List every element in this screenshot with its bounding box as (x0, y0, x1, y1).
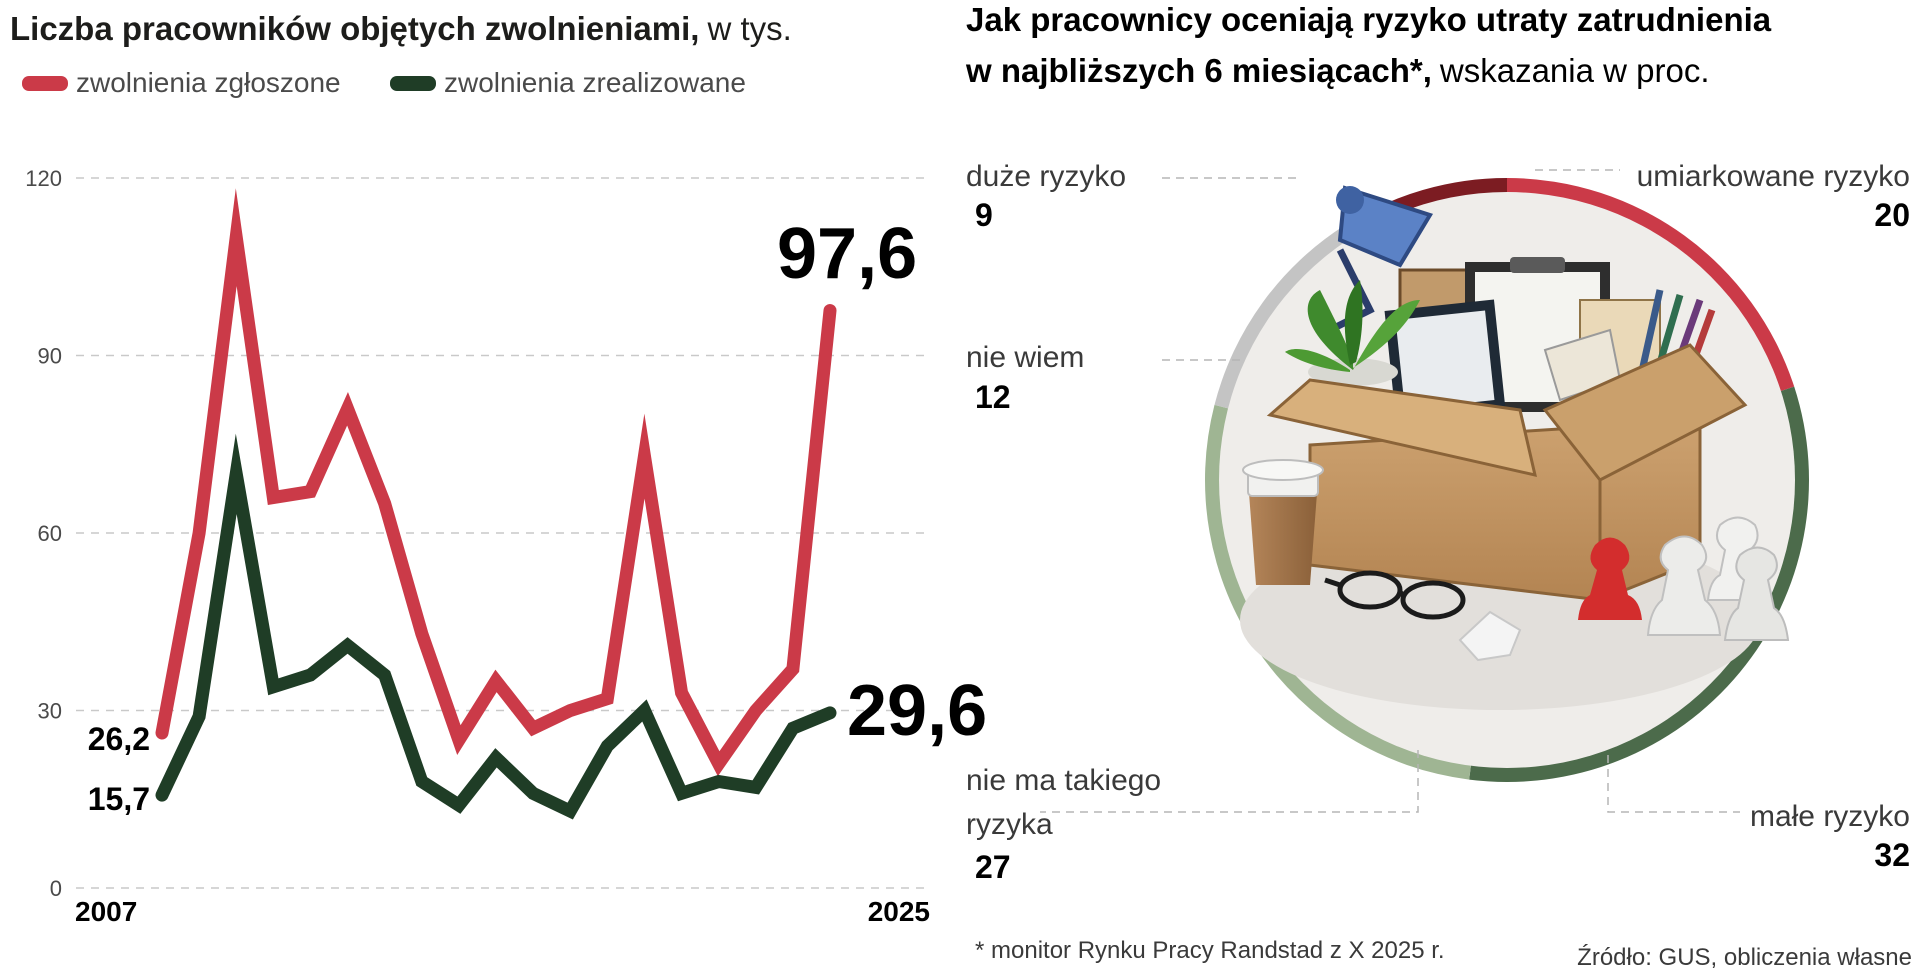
slice-value-nie-ma-takiego-ryzyka: 27 (975, 849, 1011, 885)
slice-value-male-ryzyko: 32 (1874, 837, 1910, 873)
pawns-icon (1578, 516, 1790, 641)
slice-label-nie-ma-takiego-ryzyka: nie ma takiego ryzyka (966, 764, 1161, 841)
office-box-illustration-icon (1219, 185, 1795, 768)
leader-line-nie-ma (1040, 750, 1419, 813)
y-tick-label-60: 60 (38, 521, 62, 546)
slice-value-umiarkowane-ryzyko: 20 (1874, 197, 1910, 233)
x-tick-label-first: 2007 (75, 896, 137, 927)
y-tick-label-0: 0 (50, 876, 62, 901)
legend-label-realized: zwolnienia zrealizowane (444, 67, 746, 98)
series-line-realized (155, 433, 837, 820)
slice-label-nie-wiem: nie wiem (966, 341, 1084, 374)
left-legend: zwolnienia zgłoszone zwolnienia zrealizo… (22, 67, 746, 98)
slice-value-duze-ryzyko: 9 (975, 197, 993, 233)
paper-ball-icon (1458, 610, 1522, 662)
data-label-realized-first: 15,7 (88, 781, 150, 817)
data-label-realized-last: 29,6 (847, 671, 987, 751)
y-tick-labels: 0 30 60 90 120 (25, 166, 62, 901)
x-tick-label-last: 2025 (868, 896, 930, 927)
data-label-reported-last: 97,6 (777, 214, 917, 294)
slice-value-nie-wiem: 12 (975, 379, 1011, 415)
y-tick-label-120: 120 (25, 166, 62, 191)
legend-swatch-reported (22, 76, 68, 91)
y-tick-label-30: 30 (38, 699, 62, 724)
plant-icon (1285, 280, 1420, 386)
documents-icon (1384, 257, 1661, 422)
leader-line-male (1607, 755, 1740, 813)
coffee-cup-icon (1242, 459, 1324, 585)
desk-lamp-icon (1328, 185, 1434, 334)
donut-slice-male-ryzyko (1469, 386, 1810, 783)
slice-labels: duże ryzyko 9 nie wiem 12 umiarkowane ry… (966, 160, 1910, 885)
slice-label-duze-ryzyko: duże ryzyko (966, 160, 1126, 193)
y-tick-label-90: 90 (38, 344, 62, 369)
data-label-reported-first: 26,2 (88, 721, 150, 757)
glasses-icon (1324, 570, 1466, 620)
right-chart-title-line2: w najbliższych 6 miesiącach*, wskazania w… (965, 52, 1710, 89)
footnote: * monitor Rynku Pracy Randstad z X 2025 … (975, 937, 1445, 964)
source-note: Źródło: GUS, obliczenia własne (1577, 944, 1912, 971)
legend-swatch-realized (390, 76, 436, 91)
slice-label-umiarkowane-ryzyko: umiarkowane ryzyko (1637, 160, 1910, 193)
leader-lines (1040, 169, 1740, 813)
series-line-reported (155, 188, 837, 777)
legend-label-reported: zwolnienia zgłoszone (76, 67, 341, 98)
right-chart-title-line1: Jak pracownicy oceniają ryzyko utraty za… (966, 1, 1772, 38)
slice-label-male-ryzyko: małe ryzyko (1750, 800, 1910, 833)
left-chart-title: Liczba pracowników objętych zwolnieniami… (10, 10, 792, 47)
series-lines (155, 188, 837, 820)
